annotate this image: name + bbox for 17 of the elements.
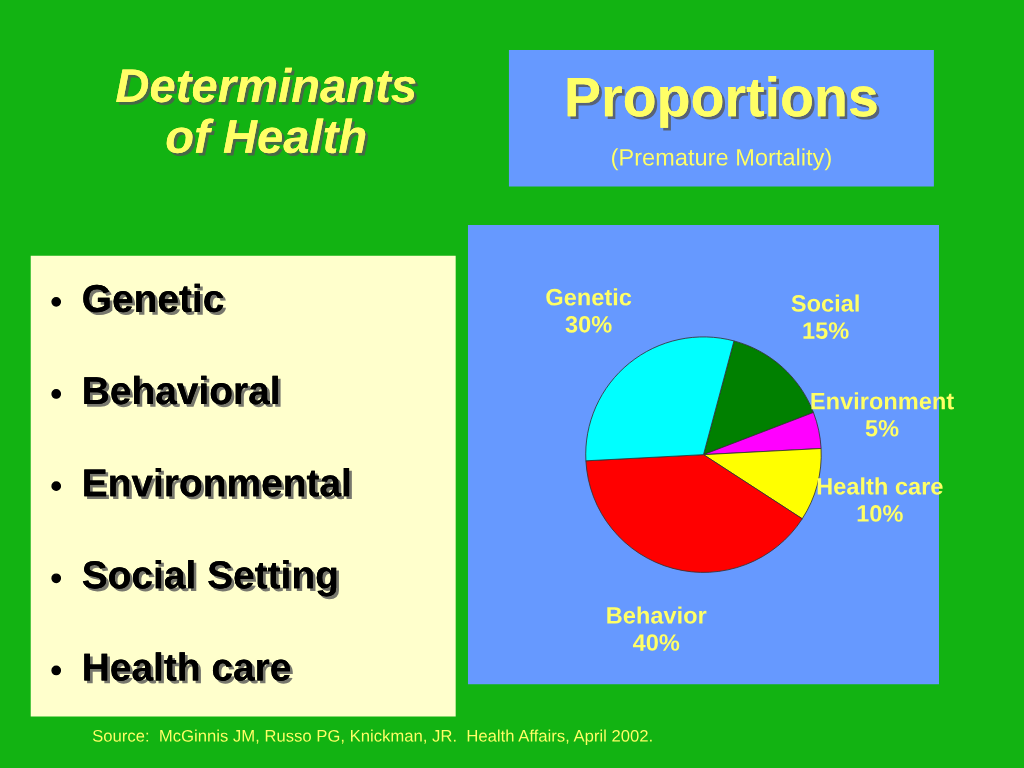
source-note: Source: McGinnis JM, Russo PG, Knickman, JR. Health Affairs, April 2002.	[92, 729, 652, 746]
data-label: 40%	[632, 634, 680, 651]
text: Determinants of Health	[116, 67, 419, 157]
slice-label: Genetic	[546, 288, 632, 306]
text: Social Setting	[82, 560, 340, 600]
data-label: 5%	[865, 419, 899, 437]
data-label: 10%	[857, 505, 903, 522]
data-label: 15%	[803, 322, 849, 339]
slice-label: Behavior	[607, 606, 707, 624]
slice-label: Social	[791, 294, 859, 312]
chart-subtitle: (Premature Mortality)	[612, 148, 831, 171]
text: Behavioral	[84, 375, 281, 408]
data-label: 30%	[565, 316, 612, 333]
chart-title: Proportions	[567, 75, 880, 131]
text: Environmental	[84, 468, 352, 500]
text: Health care	[84, 652, 293, 684]
text: Genetic	[83, 283, 226, 316]
